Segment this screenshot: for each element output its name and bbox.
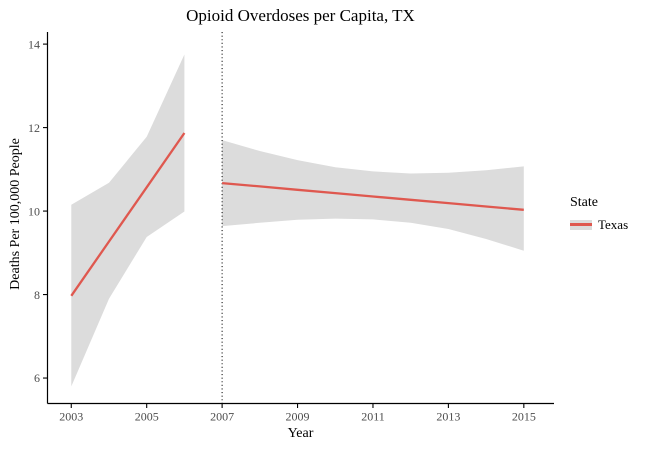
legend-key-line-icon [570,223,592,227]
x-tick-label: 2009 [286,410,310,424]
y-tick-label: 6 [34,371,40,385]
x-tick-label: 2015 [512,410,536,424]
legend: State Texas [570,195,628,233]
x-tick-label: 2013 [436,410,460,424]
trend-line-segment-2 [221,181,524,211]
x-tick-label: 2003 [59,410,83,424]
x-tick-label: 2007 [210,410,234,424]
legend-label: Texas [598,217,629,232]
confidence-band-segment-1 [71,54,185,387]
y-tick-label: 8 [34,288,40,302]
y-tick-label: 12 [28,121,40,135]
legend-entry-texas: Texas [570,217,628,233]
x-axis-title: Year [287,426,314,441]
chart-title: Opioid Overdoses per Capita, TX [186,6,415,25]
x-tick-label: 2011 [361,410,385,424]
y-axis-title: Deaths Per 100,000 People [8,138,23,290]
y-tick-label: 10 [28,204,40,218]
trend-line-segment-1 [70,132,186,297]
x-tick-label: 2005 [135,410,159,424]
legend-key-ribbon-icon [570,220,592,230]
legend-title: State [570,195,598,210]
y-tick-label: 14 [28,37,40,51]
